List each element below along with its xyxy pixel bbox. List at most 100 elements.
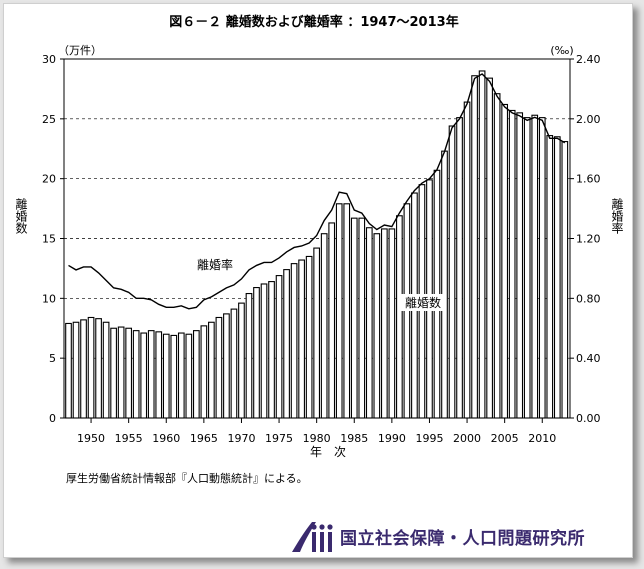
count-bar-1955 [125, 327, 133, 419]
count-bar-1971 [245, 292, 253, 419]
count-bar-1959 [155, 331, 163, 419]
count-bar-1982 [328, 222, 336, 419]
left-y-tick-label: 25 [42, 113, 56, 126]
count-bars-annotation: 離婚数 [400, 294, 446, 311]
x-tick-label-1960: 1960 [152, 432, 180, 445]
count-bar-1962 [177, 332, 185, 419]
count-bar-1997 [441, 150, 448, 419]
x-tick-label-1995: 1995 [415, 432, 443, 445]
right-y-tick-label: 0.80 [576, 292, 601, 305]
count-bar-1958 [147, 330, 155, 419]
count-bar-1975 [275, 275, 283, 419]
count-bar-1952 [102, 321, 110, 419]
left-unit-label: （万件） [58, 44, 102, 57]
count-bar-1983 [335, 203, 343, 419]
count-bar-2008 [523, 117, 531, 419]
x-tick-label-1990: 1990 [378, 432, 406, 445]
left-y-tick-label: 20 [42, 173, 56, 186]
count-bar-1966 [208, 321, 215, 419]
count-bar-1991 [396, 215, 403, 419]
right-axis-title: 離婚率 [610, 198, 624, 234]
rate-line-label: 離婚率 [197, 257, 233, 272]
count-bar-1988 [373, 233, 381, 419]
x-axis-title: 年 次 [310, 445, 346, 459]
count-bar-2002 [478, 70, 486, 419]
count-bar-1985 [350, 217, 358, 419]
count-bar-1960 [162, 333, 170, 419]
divorce-chart: 図６－２ 離婚数および離婚率 ：1947～2013年 （万件） (‰) 0 0.0… [14, 14, 624, 459]
count-bar-1949 [80, 319, 87, 419]
divorce-count-bars [65, 70, 569, 419]
count-bar-2012 [553, 136, 561, 419]
count-bar-1976 [283, 269, 290, 419]
count-bar-2001 [471, 75, 478, 419]
organization-name: 国立社会保障・人口問題研究所 [340, 528, 585, 549]
count-bar-2006 [508, 109, 516, 419]
count-bar-2011 [546, 135, 554, 419]
chart-title: 図６－２ 離婚数および離婚率 ：1947～2013年 [169, 14, 458, 30]
left-axis-title: 離婚数 [14, 198, 28, 235]
count-bar-1961 [170, 334, 178, 419]
right-y-tick-label: 1.60 [576, 173, 601, 186]
count-bar-1999 [456, 117, 463, 419]
count-bar-1947 [65, 322, 72, 419]
count-bar-2007 [516, 112, 524, 419]
left-y-tick-label: 10 [42, 292, 56, 305]
count-bar-1987 [365, 227, 373, 419]
count-bar-1973 [260, 283, 268, 419]
chart-frame: 図６－２ 離婚数および離婚率 ：1947～2013年 （万件） (‰) 0 0.0… [3, 3, 633, 558]
x-tick-label-1950: 1950 [77, 432, 105, 445]
x-tick-label-2010: 2010 [528, 432, 556, 445]
right-y-tick-label: 2.00 [576, 113, 601, 126]
count-bar-1979 [305, 255, 313, 419]
count-bars-label: 離婚数 [405, 295, 441, 310]
count-bar-1968 [223, 313, 230, 419]
count-bar-1951 [95, 318, 102, 419]
count-bar-1977 [290, 263, 298, 419]
right-y-tick-label: 0.40 [576, 352, 601, 365]
x-tick-label-2000: 2000 [453, 432, 481, 445]
count-bar-1969 [230, 308, 238, 419]
x-tick-label-1970: 1970 [227, 432, 255, 445]
left-y-tick-label: 30 [42, 53, 56, 66]
count-bar-1954 [117, 326, 125, 419]
count-bar-1963 [185, 333, 193, 419]
count-bar-1978 [298, 259, 305, 419]
footer-logo: 国立社会保障・人口問題研究所 [290, 518, 585, 554]
count-bar-2004 [493, 93, 501, 419]
count-bar-2009 [531, 114, 539, 419]
count-bar-1957 [140, 332, 148, 419]
left-y-tick-label: 0 [49, 412, 56, 425]
count-bar-2010 [538, 117, 546, 419]
left-y-tick-label: 5 [49, 352, 56, 365]
x-tick-label-2005: 2005 [491, 432, 519, 445]
count-bar-1967 [215, 316, 223, 419]
count-bar-1953 [110, 327, 117, 419]
right-unit-label: (‰) [550, 44, 573, 57]
source-note: 厚生労働省統計情報部『人口動態統計』による。 [66, 472, 308, 485]
right-y-tick-label: 1.20 [576, 233, 601, 246]
ipss-logo-icon [292, 522, 333, 552]
count-bar-1998 [448, 125, 456, 419]
right-y-tick-label: 2.40 [576, 53, 601, 66]
left-y-tick-label: 15 [42, 233, 56, 246]
count-bar-2005 [501, 103, 509, 419]
count-bar-1965 [200, 325, 208, 419]
x-tick-label-1965: 1965 [190, 432, 218, 445]
count-bar-2000 [463, 101, 471, 419]
count-bar-1964 [192, 330, 200, 419]
count-bar-1950 [87, 316, 95, 419]
count-bar-1970 [238, 302, 245, 419]
count-bar-1990 [388, 228, 396, 419]
divorce-rate-line [68, 73, 566, 310]
count-bar-1972 [253, 287, 260, 419]
count-bar-1984 [343, 203, 351, 419]
x-tick-label-1955: 1955 [115, 432, 143, 445]
count-bar-1980 [313, 247, 321, 419]
count-bar-1974 [268, 281, 275, 419]
count-bar-1948 [72, 321, 80, 419]
count-bar-1986 [358, 217, 366, 419]
x-tick-label-1975: 1975 [265, 432, 293, 445]
axes: 0 0.00 5 0.40 10 0.80 15 1.20 20 1.60 25 2.00 30 2.40… [42, 53, 601, 445]
count-bar-2013 [561, 141, 569, 419]
